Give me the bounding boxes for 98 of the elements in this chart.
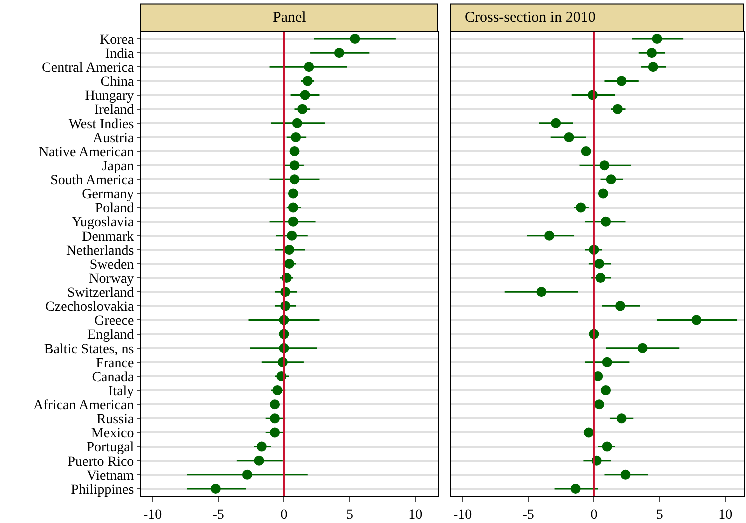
x-tick-label: 5 xyxy=(656,508,664,523)
point xyxy=(270,414,280,424)
point xyxy=(616,414,627,424)
y-tick-label: Mexico xyxy=(91,426,134,442)
y-tick-label: Portugal xyxy=(86,440,134,456)
point xyxy=(242,470,252,480)
y-tick-label: Denmark xyxy=(82,230,134,245)
y-tick-label: Sweden xyxy=(90,258,134,273)
point xyxy=(692,315,702,326)
y-tick-label: Central America xyxy=(42,61,135,76)
y-tick-label: Greece xyxy=(94,314,134,330)
point xyxy=(210,484,221,494)
point xyxy=(602,357,612,368)
y-tick-label: Austria xyxy=(92,131,135,146)
x-tick-label: -5 xyxy=(522,508,534,523)
point xyxy=(302,76,313,86)
point xyxy=(602,442,612,452)
x-tick-label: 10 xyxy=(408,508,423,523)
y-tick-label: India xyxy=(105,46,135,62)
y-tick-label: Germany xyxy=(82,188,134,203)
y-tick-label: Czechoslovakia xyxy=(46,300,135,316)
y-tick-label: England xyxy=(88,328,134,344)
y-tick-label: West Indies xyxy=(68,117,134,132)
point xyxy=(612,104,623,114)
point xyxy=(584,428,594,438)
point xyxy=(290,146,300,157)
y-tick-label: Netherlands xyxy=(66,244,134,259)
point xyxy=(544,230,555,241)
point xyxy=(647,48,658,58)
point xyxy=(598,188,608,199)
x-tick-label: -10 xyxy=(453,508,472,523)
point xyxy=(596,273,606,284)
point xyxy=(536,287,547,298)
point xyxy=(576,202,586,213)
point xyxy=(606,174,616,185)
y-tick-label: Norway xyxy=(89,272,134,287)
y-tick-label: African American xyxy=(34,398,134,414)
y-tick-label: South America xyxy=(50,174,135,189)
point xyxy=(292,118,302,128)
y-tick-label: France xyxy=(96,356,134,372)
point xyxy=(334,48,344,58)
y-tick-label: Yugoslavia xyxy=(72,216,135,231)
y-tick-label: Japan xyxy=(102,159,134,174)
y-tick-label: Canada xyxy=(92,370,135,386)
point xyxy=(601,386,612,396)
point xyxy=(581,146,592,157)
point xyxy=(288,216,298,227)
y-tick-label: Italy xyxy=(108,384,134,400)
y-tick-label: Switzerland xyxy=(67,286,134,302)
point xyxy=(615,301,626,312)
point xyxy=(564,132,574,142)
point xyxy=(616,76,627,86)
x-tick-label: 5 xyxy=(346,508,354,523)
point xyxy=(594,259,604,269)
point xyxy=(291,132,302,142)
y-tick-label: Russia xyxy=(96,412,135,428)
x-tick-label: 10 xyxy=(718,508,733,523)
y-tick-label: Korea xyxy=(100,32,135,48)
x-tick-label: -10 xyxy=(143,508,162,523)
y-tick-label: Vietnam xyxy=(86,468,134,484)
y-tick-label: Puerto Rico xyxy=(68,454,134,470)
point xyxy=(290,174,300,185)
y-tick-label: Baltic States, ns xyxy=(44,342,134,358)
point xyxy=(601,216,612,227)
point xyxy=(287,230,298,241)
point xyxy=(551,118,562,128)
point xyxy=(288,188,298,199)
y-tick-label: Poland xyxy=(95,202,134,217)
y-tick-label: Philippines xyxy=(71,482,134,498)
point xyxy=(350,34,360,44)
point xyxy=(270,400,280,410)
y-tick-label: China xyxy=(100,75,135,90)
x-tick-label: 0 xyxy=(590,508,598,523)
y-tick-label: Ireland xyxy=(94,103,134,118)
point xyxy=(638,343,648,354)
point xyxy=(304,62,314,72)
chart-title: Cross-section in 2010 xyxy=(465,10,596,26)
point xyxy=(284,259,294,269)
point xyxy=(594,400,604,410)
point xyxy=(288,202,298,213)
point xyxy=(254,456,264,466)
y-tick-label: Native American xyxy=(38,145,134,160)
point xyxy=(298,104,308,114)
point xyxy=(290,160,300,171)
point xyxy=(620,470,631,480)
point xyxy=(648,62,658,72)
x-tick-label: -5 xyxy=(212,508,224,523)
point xyxy=(300,90,310,100)
point xyxy=(570,484,581,494)
y-tick-label: Hungary xyxy=(85,89,134,104)
point xyxy=(652,34,662,44)
point xyxy=(270,428,280,438)
point xyxy=(272,386,283,396)
point xyxy=(600,160,610,171)
x-tick-label: 0 xyxy=(280,508,288,523)
point xyxy=(284,244,294,255)
point xyxy=(256,442,267,452)
chart-title: Panel xyxy=(273,10,306,26)
